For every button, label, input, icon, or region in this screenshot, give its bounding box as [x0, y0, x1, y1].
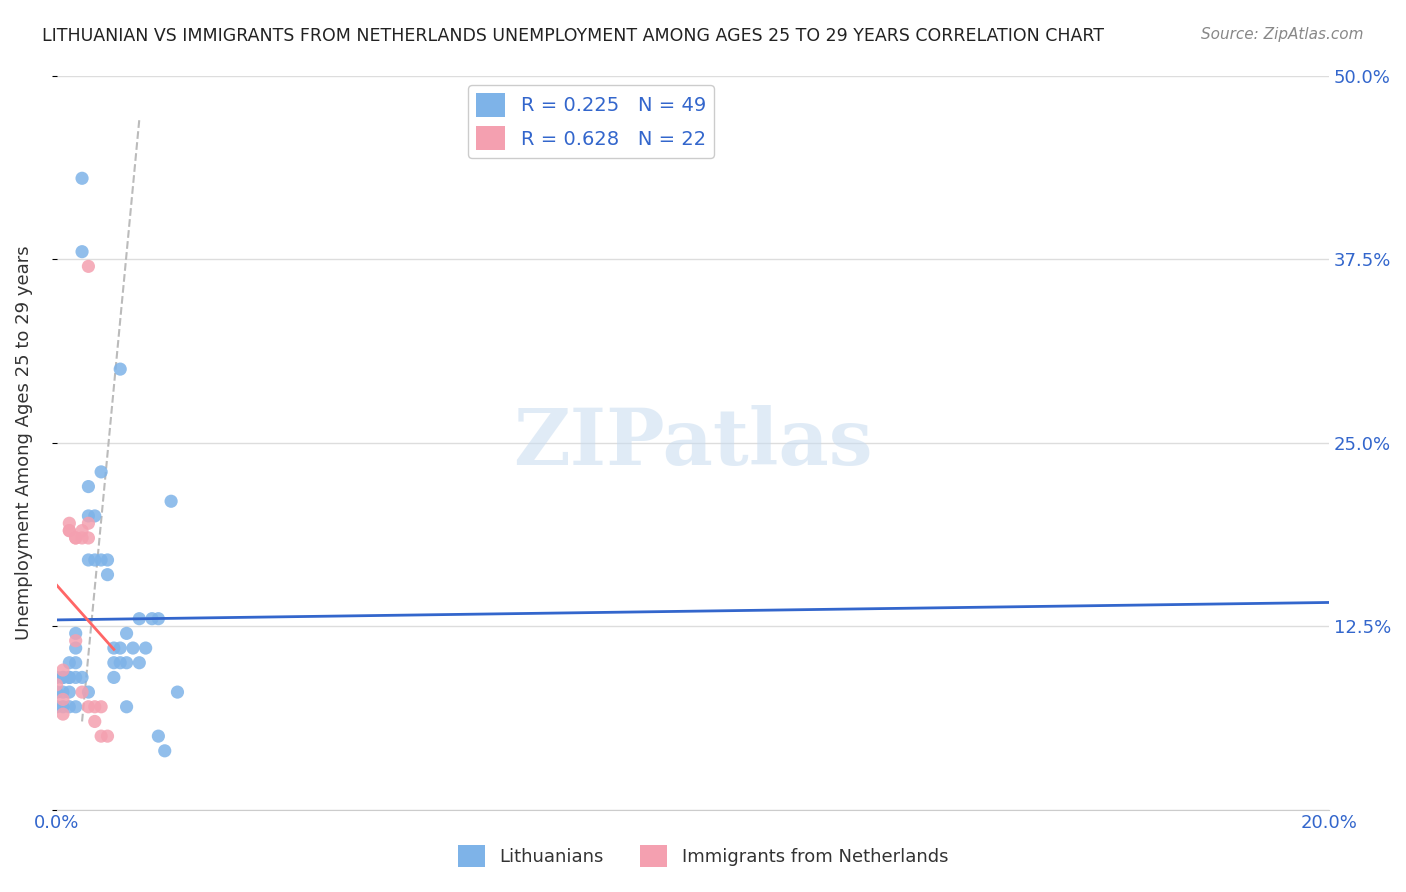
- Point: [90, 729, 112, 743]
- Point: [83, 714, 105, 729]
- Point: [115, 656, 138, 670]
- Point: [90, 465, 112, 479]
- Point: [83, 508, 105, 523]
- Point: [90, 553, 112, 567]
- Text: LITHUANIAN VS IMMIGRANTS FROM NETHERLANDS UNEMPLOYMENT AMONG AGES 25 TO 29 YEARS: LITHUANIAN VS IMMIGRANTS FROM NETHERLAND…: [42, 27, 1104, 45]
- Point: [58, 699, 80, 714]
- Point: [115, 626, 138, 640]
- Point: [65, 656, 87, 670]
- Point: [166, 685, 188, 699]
- Point: [52, 663, 75, 677]
- Point: [153, 744, 176, 758]
- Point: [77, 531, 100, 545]
- Point: [128, 656, 150, 670]
- Point: [70, 685, 93, 699]
- Point: [110, 362, 132, 376]
- Point: [103, 656, 125, 670]
- Point: [83, 699, 105, 714]
- Point: [128, 612, 150, 626]
- Point: [141, 612, 163, 626]
- Legend: R = 0.225   N = 49, R = 0.628   N = 22: R = 0.225 N = 49, R = 0.628 N = 22: [468, 86, 714, 158]
- Point: [115, 699, 138, 714]
- Point: [52, 685, 75, 699]
- Text: ZIPatlas: ZIPatlas: [513, 405, 873, 481]
- Point: [45, 670, 67, 684]
- Point: [52, 670, 75, 684]
- Point: [58, 670, 80, 684]
- Point: [110, 641, 132, 656]
- Point: [135, 641, 157, 656]
- Point: [148, 729, 170, 743]
- Point: [70, 524, 93, 538]
- Y-axis label: Unemployment Among Ages 25 to 29 years: Unemployment Among Ages 25 to 29 years: [15, 245, 32, 640]
- Point: [70, 171, 93, 186]
- Point: [90, 699, 112, 714]
- Legend: Lithuanians, Immigrants from Netherlands: Lithuanians, Immigrants from Netherlands: [451, 838, 955, 874]
- Point: [77, 260, 100, 274]
- Point: [77, 553, 100, 567]
- Text: Source: ZipAtlas.com: Source: ZipAtlas.com: [1201, 27, 1364, 42]
- Point: [148, 612, 170, 626]
- Point: [77, 508, 100, 523]
- Point: [65, 626, 87, 640]
- Point: [160, 494, 183, 508]
- Point: [96, 567, 118, 582]
- Point: [52, 707, 75, 722]
- Point: [77, 685, 100, 699]
- Point: [103, 670, 125, 684]
- Point: [96, 553, 118, 567]
- Point: [58, 516, 80, 531]
- Point: [110, 656, 132, 670]
- Point: [58, 656, 80, 670]
- Point: [70, 531, 93, 545]
- Point: [52, 670, 75, 684]
- Point: [45, 678, 67, 692]
- Point: [58, 524, 80, 538]
- Point: [58, 524, 80, 538]
- Point: [65, 531, 87, 545]
- Point: [52, 699, 75, 714]
- Point: [70, 670, 93, 684]
- Point: [70, 244, 93, 259]
- Point: [65, 699, 87, 714]
- Point: [77, 479, 100, 493]
- Point: [65, 633, 87, 648]
- Point: [65, 531, 87, 545]
- Point: [96, 729, 118, 743]
- Point: [58, 670, 80, 684]
- Point: [65, 641, 87, 656]
- Point: [52, 692, 75, 706]
- Point: [77, 699, 100, 714]
- Point: [83, 553, 105, 567]
- Point: [122, 641, 145, 656]
- Point: [65, 670, 87, 684]
- Point: [45, 685, 67, 699]
- Point: [58, 685, 80, 699]
- Point: [77, 516, 100, 531]
- Point: [45, 699, 67, 714]
- Point: [103, 641, 125, 656]
